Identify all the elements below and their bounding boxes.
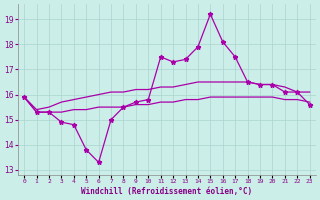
X-axis label: Windchill (Refroidissement éolien,°C): Windchill (Refroidissement éolien,°C) (81, 187, 252, 196)
